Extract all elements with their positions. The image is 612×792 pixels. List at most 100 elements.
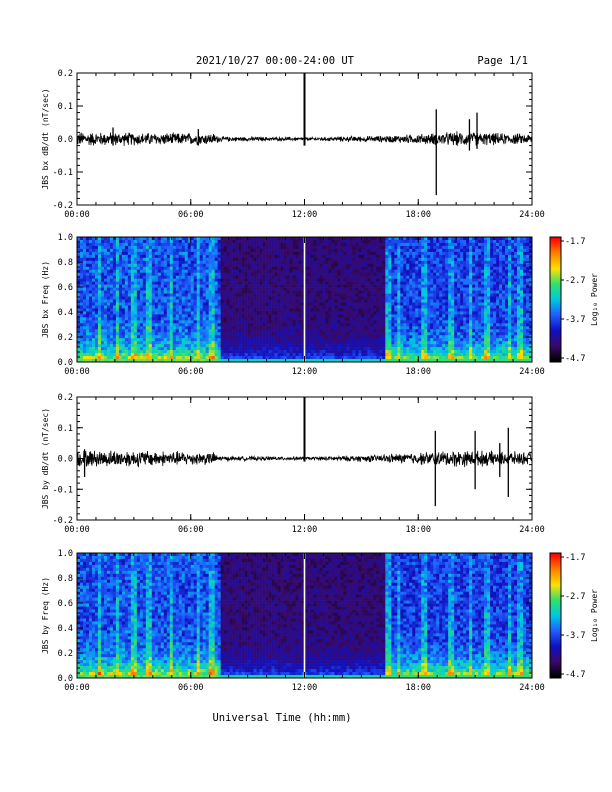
spectrogram-cell [379,251,383,256]
spectrogram-cell [184,308,189,312]
spectrogram-cell [412,281,416,285]
spectrogram-cell [364,350,368,354]
spectrogram-cell [160,275,165,279]
spectrogram-cell [391,347,395,351]
spectrogram-cell [304,338,308,342]
spectrogram-cell [346,356,350,360]
spectrogram-cell [187,341,192,345]
spectrogram-cell [100,335,105,339]
spectrogram-cell [343,326,347,330]
spectrogram-cell [127,308,132,312]
spectrogram-cell [196,299,201,303]
spectrogram-cell [283,245,287,250]
spectrogram-cell [88,329,93,333]
spectrogram-cell [268,344,272,348]
spectrogram-cell [250,320,254,324]
spectrogram-cell [115,344,120,348]
spectrogram-cell [355,317,359,321]
spectrogram-cell [415,344,419,348]
spectrogram-cell [196,278,201,282]
spectrogram-cell [91,344,96,348]
spectrogram-cell [220,317,224,321]
spectrogram-cell [79,293,84,297]
spectrogram-cell [307,356,311,360]
spectrogram-cell [226,332,230,336]
spectrogram-cell [277,302,281,306]
spectrogram-cell [163,242,168,247]
spectrogram-cell [313,242,317,247]
spectrogram-cell [94,281,99,285]
spectrogram-cell [151,311,156,315]
spectrogram-cell [331,344,335,348]
spectrogram-cell [325,317,329,321]
spectrogram-cell [190,317,195,321]
spectrogram-cell [367,275,371,279]
spectrogram-cell [421,320,425,324]
spectrogram-cell [409,245,413,250]
spectrogram-cell [319,278,323,282]
spectrogram-cell [199,293,204,297]
spectrogram-cell [325,344,329,348]
spectrogram-cell [151,260,156,265]
spectrogram-cell [271,332,275,336]
spectrogram-cell [193,329,198,333]
spectrogram-cell [265,335,269,339]
spectrogram-cell [97,338,102,342]
spectrogram-cell [175,296,180,300]
spectrogram-cell [280,326,284,330]
spectrogram-cell [277,296,281,300]
spectrogram-cell [394,296,398,300]
spectrogram-cell [256,284,260,288]
spectrogram-cell [178,248,183,253]
spectrogram-cell [160,260,165,265]
spectrogram-cell [382,266,386,271]
spectrogram-cell [106,350,111,354]
spectrogram-cell [151,302,156,306]
spectrogram-cell [250,332,254,336]
spectrogram-cell [253,335,257,339]
spectrogram-cell [199,272,204,276]
spectrogram-cell [88,275,93,279]
spectrogram-cell [157,260,162,265]
spectrogram-cell [268,350,272,354]
spectrogram-cell [136,251,141,256]
spectrogram-cell [196,338,201,342]
spectrogram-cell [181,237,186,241]
spectrogram-cell [256,296,260,300]
spectrogram-cell [400,299,404,303]
spectrogram-cell [310,237,314,241]
spectrogram-cell [343,353,347,357]
spectrogram-cell [334,305,338,309]
spectrogram-cell [196,323,201,327]
spectrogram-cell [130,266,135,271]
spectrogram-cell [307,251,311,256]
spectrogram-cell [88,293,93,297]
spectrogram-cell [142,251,147,256]
spectrogram-cell [364,272,368,276]
spectrogram-cell [316,269,320,274]
spectrogram-cell [403,266,407,271]
spectrogram-cell [343,311,347,315]
spectrogram-cell [136,305,141,309]
spectrogram-cell [148,242,153,247]
spectrogram-cell [289,266,293,271]
spectrogram-cell [268,356,272,360]
spectrogram-cell [211,278,215,282]
spectrogram-cell [262,251,266,256]
spectrogram-cell [382,237,386,241]
spectrogram-cell [421,251,425,256]
spectrogram-cell [391,284,395,288]
spectrogram-cell [217,269,221,274]
spectrogram-cell [367,272,371,276]
spectrogram-cell [271,275,275,279]
spectrogram-cell [400,356,404,360]
spectrogram-cell [385,317,389,321]
spectrogram-cell [232,356,236,360]
spectrogram-cell [175,320,180,324]
spectrogram-cell [319,245,323,250]
spectrogram-cell [388,237,392,241]
spectrogram-cell [202,284,207,288]
spectrogram-cell [418,237,422,241]
spectrogram-cell [349,275,353,279]
spectrogram-cell [409,239,413,244]
